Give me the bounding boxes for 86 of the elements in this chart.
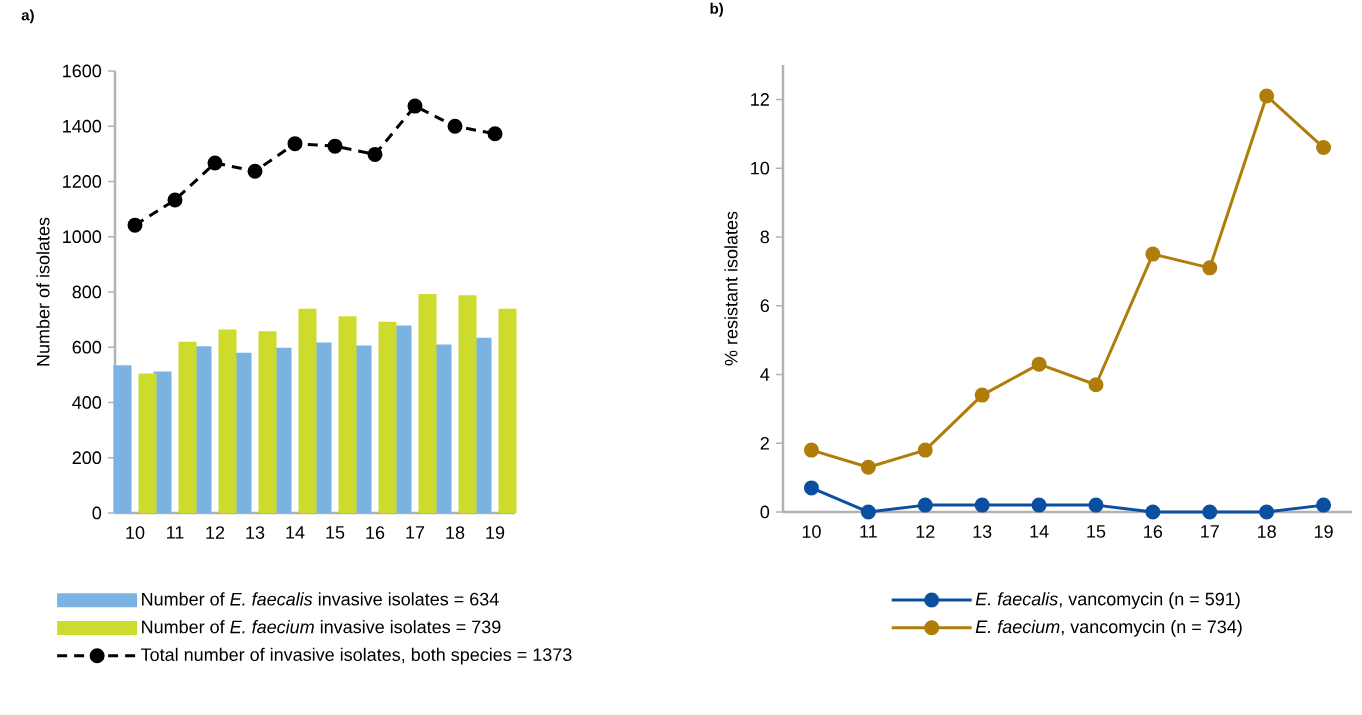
point bbox=[127, 217, 143, 233]
x-tick-label: 17 bbox=[406, 526, 425, 539]
point bbox=[860, 504, 876, 520]
x-tick-label: 15 bbox=[326, 526, 345, 539]
point bbox=[447, 118, 463, 134]
bar bbox=[138, 373, 157, 513]
point bbox=[803, 480, 819, 496]
x-tick-label: 10 bbox=[126, 526, 145, 539]
point bbox=[803, 442, 819, 458]
x-tick-label: 15 bbox=[1087, 525, 1106, 538]
legend-label: Total number of invasive isolates, both species = 1373 bbox=[141, 647, 572, 665]
point bbox=[1088, 497, 1104, 513]
chart-title: b) bbox=[710, 2, 723, 17]
legend-label: Number of E. faecalis invasive isolates = 634 bbox=[142, 592, 499, 606]
x-tick-label: 11 bbox=[167, 526, 184, 539]
chart-title: a) bbox=[21, 9, 34, 24]
point bbox=[287, 136, 303, 152]
legend-label: Number of E. faecium invasive isolates = 739 bbox=[142, 620, 501, 634]
point bbox=[367, 146, 383, 162]
y-tick-label: 1600 bbox=[63, 64, 102, 78]
x-tick-label: 14 bbox=[1030, 525, 1049, 538]
bar bbox=[498, 308, 517, 513]
bar bbox=[338, 316, 357, 513]
point bbox=[1202, 260, 1218, 276]
point bbox=[1259, 504, 1275, 520]
x-tick-label: 12 bbox=[206, 526, 225, 539]
y-tick-label: 200 bbox=[72, 451, 102, 465]
point bbox=[207, 155, 223, 171]
point bbox=[917, 497, 933, 513]
point bbox=[247, 163, 263, 179]
point bbox=[1259, 88, 1275, 104]
y-tick-label: 0 bbox=[92, 506, 102, 520]
y-tick-label: 2 bbox=[760, 436, 769, 450]
y-tick-label: 12 bbox=[751, 93, 769, 106]
point bbox=[1145, 246, 1161, 262]
y-tick-label: 8 bbox=[760, 230, 770, 244]
y-tick-label: 400 bbox=[72, 396, 102, 409]
x-tick-label: 16 bbox=[366, 526, 385, 539]
point bbox=[167, 192, 183, 208]
point bbox=[917, 442, 933, 458]
x-tick-label: 16 bbox=[1144, 525, 1163, 538]
legend-label: E. faecalis, vancomycin (n = 591) bbox=[975, 592, 1240, 609]
x-tick-label: 10 bbox=[802, 525, 821, 538]
y-tick-label: 0 bbox=[760, 505, 770, 519]
point bbox=[487, 126, 503, 142]
bar bbox=[378, 321, 397, 513]
y-tick-label: 4 bbox=[760, 368, 770, 381]
bar bbox=[258, 331, 277, 513]
x-tick-label: 13 bbox=[246, 526, 265, 539]
point bbox=[327, 138, 343, 154]
point bbox=[1316, 497, 1332, 513]
x-tick-label: 11 bbox=[860, 525, 877, 538]
point bbox=[1316, 140, 1332, 156]
y-tick-label: 600 bbox=[72, 340, 102, 354]
x-tick-label: 12 bbox=[916, 525, 935, 538]
y-tick-label: 1000 bbox=[63, 230, 102, 244]
y-tick-label: 10 bbox=[751, 161, 770, 175]
point bbox=[974, 387, 990, 403]
point bbox=[1031, 356, 1047, 372]
point bbox=[1031, 497, 1047, 513]
x-tick-label: 13 bbox=[973, 525, 992, 538]
point bbox=[407, 98, 423, 114]
point bbox=[1088, 377, 1104, 393]
y-tick-label: 1200 bbox=[63, 175, 102, 188]
bar bbox=[113, 365, 132, 513]
bar bbox=[298, 308, 317, 513]
bar bbox=[458, 295, 477, 513]
point bbox=[860, 459, 876, 475]
y-tick-label: 800 bbox=[72, 285, 102, 299]
point bbox=[1202, 504, 1218, 520]
legend-label: E. faecium, vancomycin (n = 734) bbox=[975, 619, 1242, 637]
y-axis-title: % resistant isolates bbox=[724, 211, 738, 366]
x-tick-label: 19 bbox=[486, 526, 505, 539]
point bbox=[974, 497, 990, 513]
bar bbox=[218, 329, 237, 513]
x-tick-label: 17 bbox=[1201, 525, 1219, 538]
y-axis-title: Number of isolates bbox=[36, 217, 50, 366]
bar bbox=[418, 293, 437, 513]
x-tick-label: 14 bbox=[286, 526, 305, 539]
x-tick-label: 19 bbox=[1314, 525, 1333, 538]
point bbox=[1145, 504, 1161, 520]
y-tick-label: 1400 bbox=[63, 119, 102, 133]
x-tick-label: 18 bbox=[446, 526, 465, 539]
bar bbox=[178, 341, 197, 513]
x-tick-label: 18 bbox=[1258, 525, 1276, 538]
y-tick-label: 6 bbox=[760, 299, 770, 313]
